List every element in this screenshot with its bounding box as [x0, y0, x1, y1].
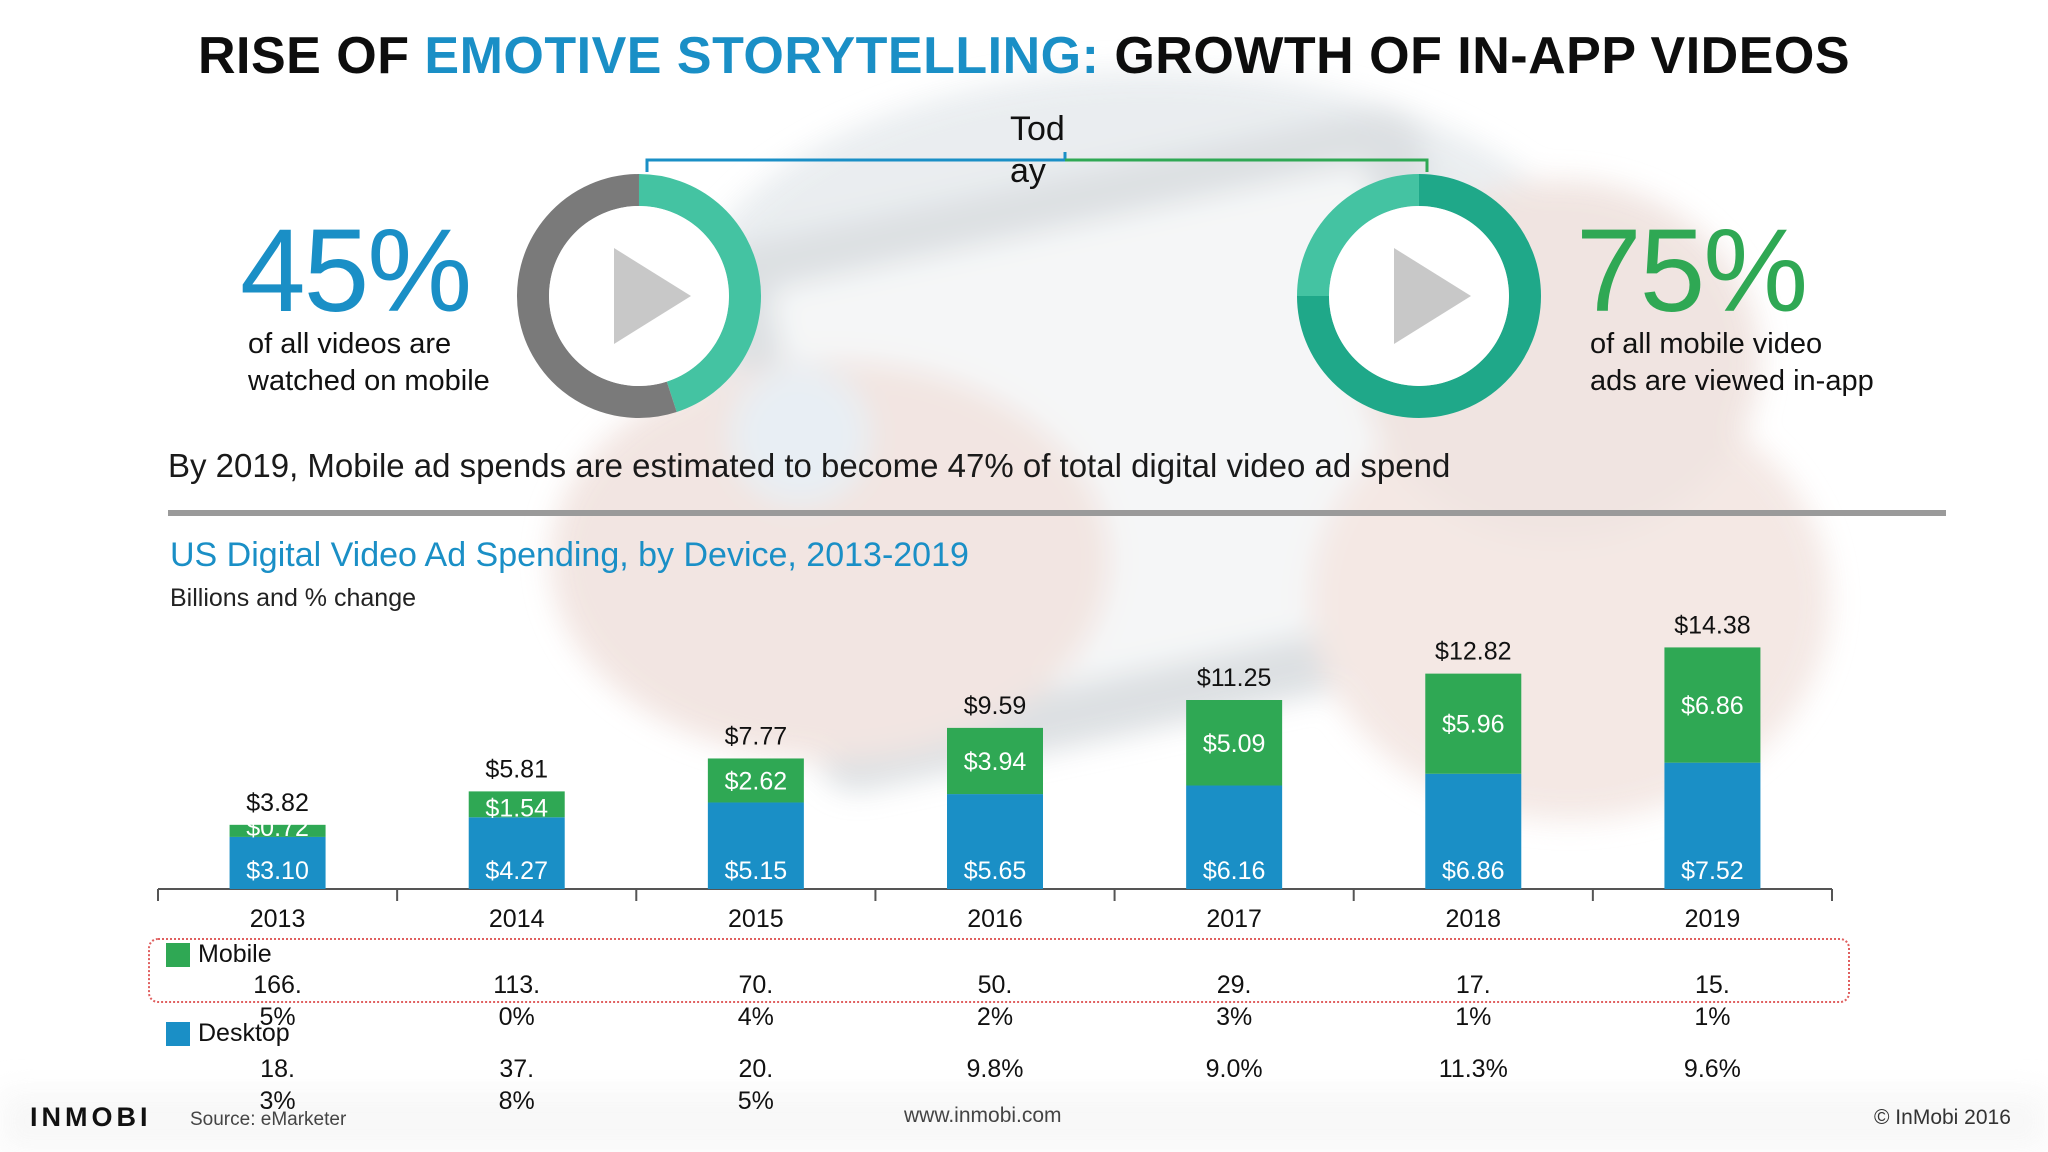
stat-left-desc-line2: watched on mobile	[248, 365, 490, 397]
page-title: RISE OF EMOTIVE STORYTELLING: GROWTH OF …	[197, 27, 1851, 85]
data-label-mobile: $5.09	[1203, 730, 1266, 758]
video-ring-left	[517, 174, 761, 418]
mobile-row-highlight	[148, 938, 1850, 1003]
data-label-mobile: $2.62	[725, 767, 788, 795]
ring-left-rest-arc	[517, 174, 677, 418]
bar-desktop	[707, 802, 804, 889]
x-tick-label: 2019	[1685, 905, 1741, 933]
data-label-mobile: $5.96	[1442, 711, 1505, 739]
stat-left-desc-line1: of all videos are	[248, 328, 452, 360]
x-tick-label: 2017	[1206, 905, 1262, 933]
pct-change-desktop: 37.8%	[498, 1055, 535, 1115]
bar-desktop	[947, 794, 1043, 889]
data-label-total: $9.59	[964, 692, 1027, 720]
ring-left-fill-arc	[638, 174, 761, 413]
data-label-total: $7.77	[725, 722, 788, 750]
pct-change-desktop: 18.3%	[259, 1055, 296, 1115]
pct-change-desktop: 9.8%	[966, 1055, 1024, 1083]
today-label: Today	[1010, 110, 1065, 190]
pct-change-desktop: 9.6%	[1683, 1055, 1741, 1083]
bar-mobile	[1425, 673, 1522, 774]
legend-mobile: Mobile	[166, 940, 272, 969]
pct-change-desktop: 20.5%	[737, 1055, 774, 1115]
legend-desktop-label: Desktop	[198, 1019, 290, 1047]
chart-subtitle: Billions and % change	[170, 584, 416, 612]
ring-right-rest-arc	[1297, 174, 1420, 297]
data-label-desktop: $3.10	[246, 857, 309, 885]
pct-change-desktop: 9.0%	[1205, 1055, 1263, 1083]
stat-left-description: of all videos are watched on mobile	[248, 326, 548, 400]
divider	[168, 510, 1946, 516]
data-label-total: $12.82	[1435, 638, 1511, 666]
stat-right-value: 75%	[1576, 205, 1808, 337]
stat-left-value: 45%	[240, 205, 472, 337]
x-tick-label: 2016	[967, 905, 1023, 933]
pct-change-mobile: 166.5%	[253, 971, 302, 1031]
pct-change-mobile: 113.0%	[493, 971, 541, 1031]
play-icon	[1394, 248, 1471, 344]
bar-mobile	[229, 824, 326, 837]
data-label-mobile: $3.94	[964, 748, 1027, 776]
data-label-mobile: $6.86	[1681, 692, 1744, 720]
subheading: By 2019, Mobile ad spends are estimated …	[168, 447, 1451, 484]
bar-mobile	[1186, 700, 1283, 786]
bar-mobile	[707, 758, 804, 803]
stat-right-desc-line1: of all mobile video	[1590, 328, 1823, 360]
bar-desktop	[1664, 762, 1761, 889]
data-label-desktop: $5.65	[964, 857, 1027, 885]
x-tick-label: 2018	[1445, 905, 1501, 933]
data-label-total: $3.82	[246, 789, 309, 817]
pct-change-mobile: 50.2%	[976, 971, 1014, 1031]
legend-desktop: Desktop	[166, 1019, 290, 1048]
stat-right-description: of all mobile video ads are viewed in-ap…	[1590, 326, 1910, 400]
data-label-desktop: $7.52	[1681, 857, 1744, 885]
copyright: © InMobi 2016	[1874, 1106, 2011, 1129]
inmobi-logo: INMOBI	[30, 1102, 152, 1132]
legend-desktop-swatch	[166, 1021, 190, 1046]
legend-mobile-swatch	[166, 942, 190, 967]
bar-mobile	[947, 727, 1043, 795]
bar-desktop	[1186, 785, 1283, 889]
x-tick-label: 2014	[489, 905, 545, 933]
bracket-right	[1065, 158, 1429, 172]
play-icon	[614, 248, 691, 344]
x-tick-label: 2013	[250, 905, 306, 933]
bar-mobile	[1664, 647, 1761, 763]
bar-desktop	[229, 836, 326, 889]
video-ring-right	[1297, 174, 1541, 418]
data-label-mobile: $1.54	[485, 794, 548, 822]
pct-change-mobile: 29.3%	[1216, 971, 1253, 1031]
data-label-total: $14.38	[1674, 611, 1750, 639]
title-accent: EMOTIVE STORYTELLING:	[424, 27, 1100, 85]
website-link[interactable]: www.inmobi.com	[904, 1104, 1062, 1127]
pct-change-desktop: 11.3%	[1438, 1055, 1508, 1083]
ring-right-fill-arc	[1297, 174, 1541, 418]
data-label-mobile: $0.72	[246, 814, 309, 842]
data-label-total: $5.81	[485, 755, 548, 783]
bar-mobile	[468, 791, 565, 818]
stat-right-desc-line2: ads are viewed in-app	[1590, 365, 1874, 397]
source-note: Source: eMarketer	[190, 1109, 347, 1130]
legend-mobile-label: Mobile	[198, 940, 272, 968]
bracket-left	[645, 152, 1067, 172]
bar-desktop	[1425, 773, 1522, 889]
data-label-desktop: $6.86	[1442, 857, 1505, 885]
bar-desktop	[468, 817, 565, 889]
data-label-total: $11.25	[1197, 664, 1272, 692]
data-label-desktop: $6.16	[1203, 857, 1266, 885]
pct-change-mobile: 15.1%	[1694, 971, 1731, 1031]
x-tick-label: 2015	[728, 905, 784, 933]
chart-title: US Digital Video Ad Spending, by Device,…	[170, 536, 969, 574]
pct-change-mobile: 70.4%	[737, 971, 774, 1031]
data-label-desktop: $4.27	[485, 857, 548, 885]
pct-change-mobile: 17.1%	[1455, 971, 1492, 1031]
data-label-desktop: $5.15	[725, 857, 788, 885]
